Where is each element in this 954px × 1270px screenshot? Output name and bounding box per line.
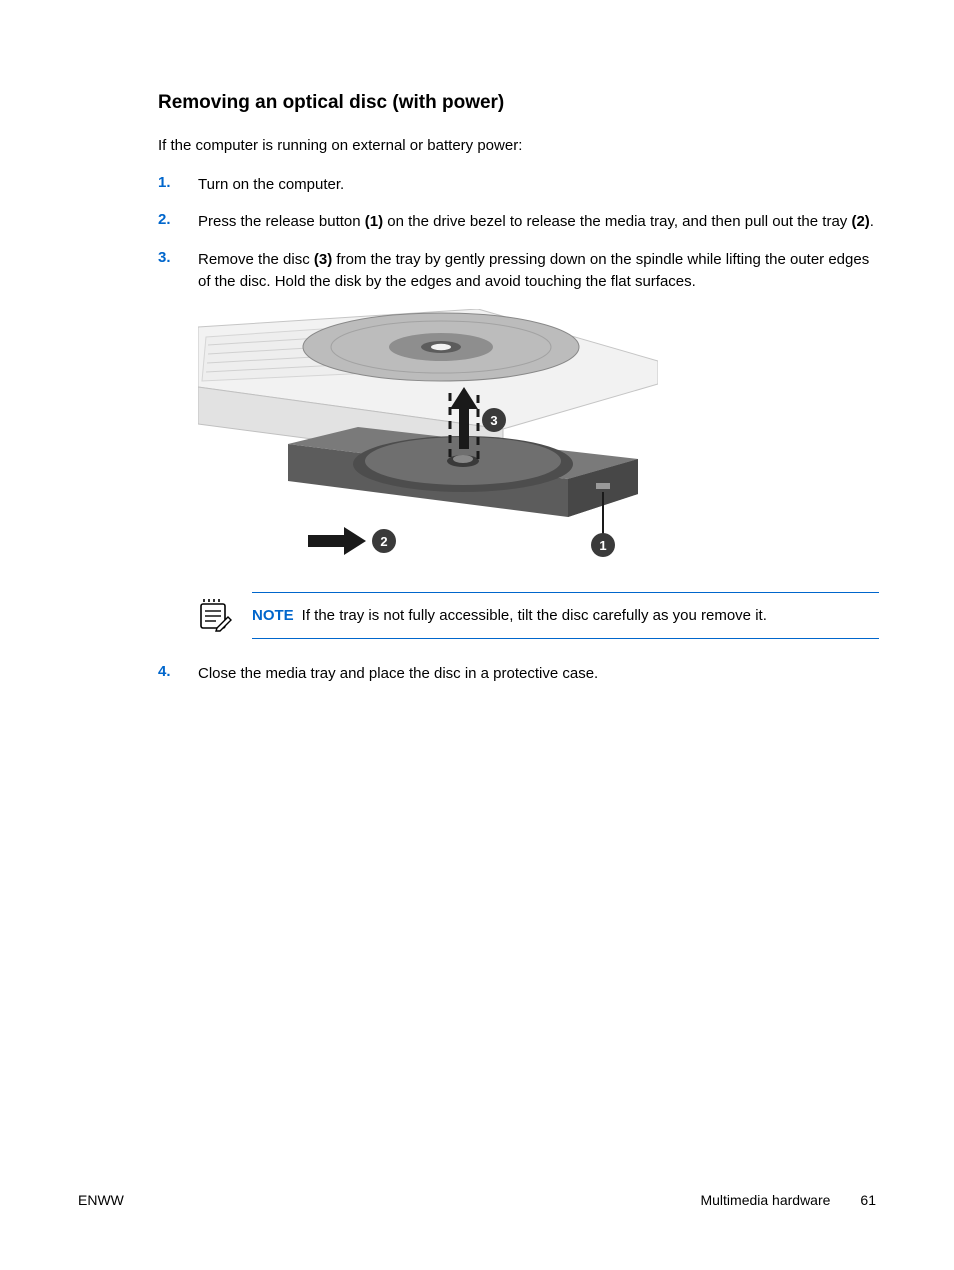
step-number: 1. (158, 174, 198, 196)
step-list-cont: 4. Close the media tray and place the di… (158, 663, 879, 685)
step-number: 3. (158, 249, 198, 293)
section-heading: Removing an optical disc (with power) (158, 92, 879, 114)
step-3: 3. Remove the disc (3) from the tray by … (158, 249, 879, 293)
step-text: Close the media tray and place the disc … (198, 663, 598, 685)
step-number: 4. (158, 663, 198, 685)
footer-page-number: 61 (860, 1192, 876, 1208)
page-content: Removing an optical disc (with power) If… (0, 0, 954, 684)
text-part: Remove the disc (198, 251, 314, 268)
callout-1-label: 1 (599, 538, 606, 553)
step-text: Press the release button (1) on the driv… (198, 211, 874, 233)
text-part: Press the release button (198, 213, 365, 230)
note-text: If the tray is not fully accessible, til… (302, 607, 767, 624)
step-text: Remove the disc (3) from the tray by gen… (198, 249, 879, 293)
callout-ref: (1) (365, 213, 383, 230)
text-part: on the drive bezel to release the media … (383, 213, 851, 230)
callout-ref: (2) (851, 213, 869, 230)
step-list: 1. Turn on the computer. 2. Press the re… (158, 174, 879, 293)
disc-hole (431, 343, 451, 349)
intro-text: If the computer is running on external o… (158, 136, 879, 156)
step-number: 2. (158, 211, 198, 233)
page-footer: ENWW Multimedia hardware 61 (78, 1192, 876, 1208)
callout-2-label: 2 (380, 534, 387, 549)
slide-arrow-icon (308, 527, 366, 555)
eject-button-icon (596, 483, 610, 489)
step-1: 1. Turn on the computer. (158, 174, 879, 196)
callout-3: 3 (482, 408, 506, 432)
note-block: NOTE If the tray is not fully accessible,… (198, 592, 879, 639)
optical-drive-diagram: 1 2 3 (198, 309, 658, 565)
footer-left: ENWW (78, 1192, 124, 1208)
callout-3-label: 3 (490, 413, 497, 428)
spindle-top (453, 455, 473, 463)
note-label: NOTE (252, 607, 294, 624)
note-icon (198, 598, 232, 632)
footer-section: Multimedia hardware (700, 1192, 830, 1208)
note-body: NOTE If the tray is not fully accessible,… (252, 592, 879, 639)
callout-ref: (3) (314, 251, 332, 268)
callout-2: 2 (372, 529, 396, 553)
step-2: 2. Press the release button (1) on the d… (158, 211, 879, 233)
text-part: . (870, 213, 874, 230)
illustration: 1 2 3 (198, 309, 879, 570)
step-text: Turn on the computer. (198, 174, 344, 196)
step-4: 4. Close the media tray and place the di… (158, 663, 879, 685)
